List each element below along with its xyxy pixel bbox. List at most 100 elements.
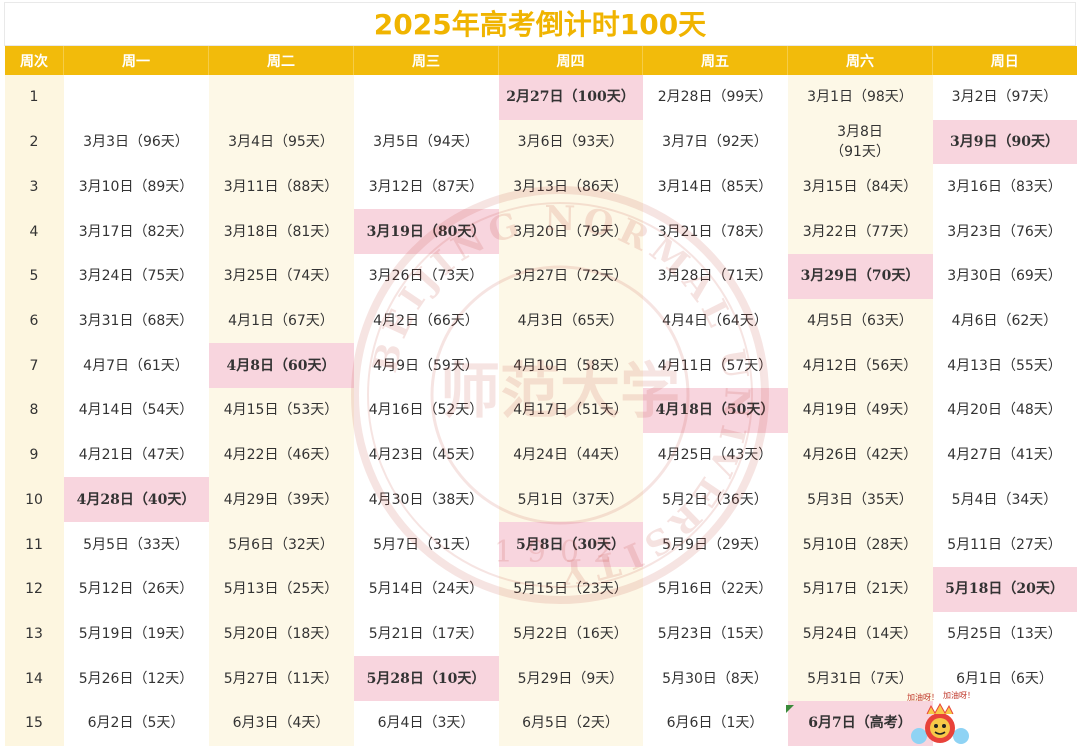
date-cell: 3月27日（72天）	[498, 253, 643, 299]
table-row: 13 5月19日（19天） 5月20日（18天） 5月21日（17天） 5月22日（16…	[4, 611, 1077, 657]
date-cell: 3月3日（96天）	[83, 134, 189, 151]
header-week: 周次	[4, 46, 64, 75]
date-cell: 4月5日（63天）	[787, 298, 933, 344]
date-cell: 3月17日（82天）	[78, 223, 194, 240]
table-row: 14 5月26日（12天） 5月27日（11天） 5月28日（10天） 5月29日（9天…	[4, 656, 1077, 702]
table-row: 1 2月27日（100天） 2月28日（99天） 3月1日（98天） 3月2日（97天）	[4, 75, 1077, 120]
week-number: 9	[4, 432, 64, 478]
table-header-row: 周次 周一 周二 周三 周四 周五 周六 周日	[4, 46, 1077, 75]
date-cell: 4月10日（58天）	[498, 343, 643, 389]
date-cell: 3月28日（71天）	[657, 268, 773, 285]
date-cell: 5月16日（22天）	[657, 581, 773, 598]
table-row: 10 4月28日（40天） 4月29日（39天） 4月30日（38天） 5月1日（37天…	[4, 477, 1077, 523]
date-cell: 3月25日（74天）	[208, 253, 354, 299]
svg-text:加油呀！: 加油呀！	[907, 692, 939, 702]
date-cell: 4月16日（52天）	[368, 402, 484, 419]
date-cell: 5月25日（13天）	[947, 625, 1062, 642]
table-row: 2 3月3日（96天） 3月4日（95天） 3月5日（94天） 3月6日（93天） 3月7…	[4, 119, 1077, 165]
date-cell: 4月4日（64天）	[662, 312, 768, 329]
table-row: 3 3月10日（89天） 3月11日（88天） 3月12日（87天） 3月13日（86天…	[4, 164, 1077, 210]
date-cell: 6月6日（1天）	[666, 715, 764, 732]
date-cell: 5月31日（7天）	[787, 656, 933, 702]
date-cell: 4月13日（55天）	[947, 357, 1062, 374]
header-day-5: 周五	[642, 46, 788, 75]
countdown-sheet: 2025年高考倒计时100天 周次 周一 周二 周三 周四 周五 周六 周日 1 2月27日（1…	[4, 2, 1077, 751]
date-cell: 3月30日（69天）	[947, 268, 1062, 285]
date-cell: 3月7日（92天）	[662, 134, 768, 151]
table-row: 5 3月24日（75天） 3月25日（74天） 3月26日（73天） 3月27日（72天…	[4, 253, 1077, 299]
date-cell: 6月1日（6天）	[956, 670, 1053, 687]
date-cell: 3月6日（93天）	[498, 119, 643, 165]
date-cell: 3月12日（87天）	[368, 178, 484, 195]
date-cell: 5月11日（27天）	[947, 536, 1062, 553]
date-cell: 5月3日（35天）	[787, 477, 933, 523]
date-cell: 3月10日（89天）	[78, 178, 194, 195]
date-cell: 5月30日（8天）	[662, 670, 768, 687]
date-cell: 5月27日（11天）	[208, 656, 354, 702]
lion-mascot-icon: 加油呀！ 加油呀！	[907, 690, 975, 744]
date-cell	[64, 75, 209, 120]
date-cell: 3月24日（75天）	[78, 268, 194, 285]
milestone-cell: 5月8日（30天）	[498, 522, 643, 567]
date-cell: 3月5日（94天）	[373, 134, 479, 151]
date-cell: 4月24日（44天）	[498, 432, 643, 478]
date-cell: 3月8日 （91天）	[787, 119, 933, 165]
date-cell: 4月19日（49天）	[787, 388, 933, 433]
date-cell: 4月25日（43天）	[657, 447, 773, 464]
date-cell: 5月12日（26天）	[78, 581, 194, 598]
date-cell: 5月6日（32天）	[208, 522, 354, 567]
week-number: 11	[4, 522, 64, 567]
date-cell: 5月7日（31天）	[373, 536, 479, 553]
date-cell: 4月12日（56天）	[787, 343, 933, 389]
date-cell: 3月14日（85天）	[657, 178, 773, 195]
date-cell: 3月21日（78天）	[657, 223, 773, 240]
date-cell: 4月27日（41天）	[947, 447, 1062, 464]
table-row: 8 4月14日（54天） 4月15日（53天） 4月16日（52天） 4月17日（51天…	[4, 388, 1077, 433]
table-row: 9 4月21日（47天） 4月22日（46天） 4月23日（45天） 4月24日（44天…	[4, 432, 1077, 478]
date-cell: 5月19日（19天）	[78, 625, 194, 642]
date-cell: 4月23日（45天）	[368, 447, 484, 464]
week-number: 15	[4, 701, 64, 746]
date-cell: 5月1日（37天）	[498, 477, 643, 523]
milestone-cell: 3月29日（70天）	[787, 253, 933, 299]
date-cell: 4月15日（53天）	[208, 388, 354, 433]
date-cell: 5月29日（9天）	[498, 656, 643, 702]
week-number: 12	[4, 566, 64, 612]
date-cell: 5月14日（24天）	[368, 581, 484, 598]
corner-marker-icon	[786, 705, 794, 713]
page-title: 2025年高考倒计时100天	[4, 2, 1076, 46]
date-cell: 3月18日（81天）	[208, 209, 354, 254]
date-cell: 5月5日（33天）	[83, 536, 189, 553]
header-day-2: 周二	[208, 46, 354, 75]
date-cell: 5月24日（14天）	[787, 611, 933, 657]
date-cell: 3月13日（86天）	[498, 164, 643, 210]
milestone-cell: 4月28日（40天）	[63, 477, 209, 523]
date-cell: 4月20日（48天）	[947, 402, 1062, 419]
date-cell: 4月1日（67天）	[208, 298, 354, 344]
date-cell: 5月9日（29天）	[662, 536, 768, 553]
week-number: 5	[4, 253, 64, 299]
date-cell: 3月2日（97天）	[951, 89, 1058, 106]
week-number: 3	[4, 164, 64, 210]
milestone-cell: 4月8日（60天）	[208, 343, 354, 389]
header-day-1: 周一	[63, 46, 209, 75]
date-cell: 3月23日（76天）	[947, 223, 1062, 240]
date-cell: 5月17日（21天）	[787, 566, 933, 612]
svg-text:加油呀！: 加油呀！	[943, 690, 975, 700]
date-cell: 5月10日（28天）	[787, 522, 933, 567]
date-cell: 3月22日（77天）	[787, 209, 933, 254]
date-cell: 3月1日（98天）	[787, 75, 933, 120]
milestone-cell: 3月9日（90天）	[932, 119, 1077, 165]
date-cell: 3月4日（95天）	[208, 119, 354, 165]
table-row: 11 5月5日（33天） 5月6日（32天） 5月7日（31天） 5月8日（30天） 5月…	[4, 522, 1077, 567]
date-cell: 3月31日（68天）	[78, 312, 194, 329]
date-cell: 4月9日（59天）	[373, 357, 479, 374]
date-cell: 4月29日（39天）	[208, 477, 354, 523]
date-cell: 6月2日（5天）	[87, 715, 185, 732]
date-cell: 4月22日（46天）	[208, 432, 354, 478]
date-cell: 3月26日（73天）	[368, 268, 484, 285]
week-number: 10	[4, 477, 64, 523]
date-cell: 5月4日（34天）	[951, 491, 1058, 508]
week-number: 8	[4, 388, 64, 433]
milestone-cell: 5月28日（10天）	[353, 656, 499, 702]
